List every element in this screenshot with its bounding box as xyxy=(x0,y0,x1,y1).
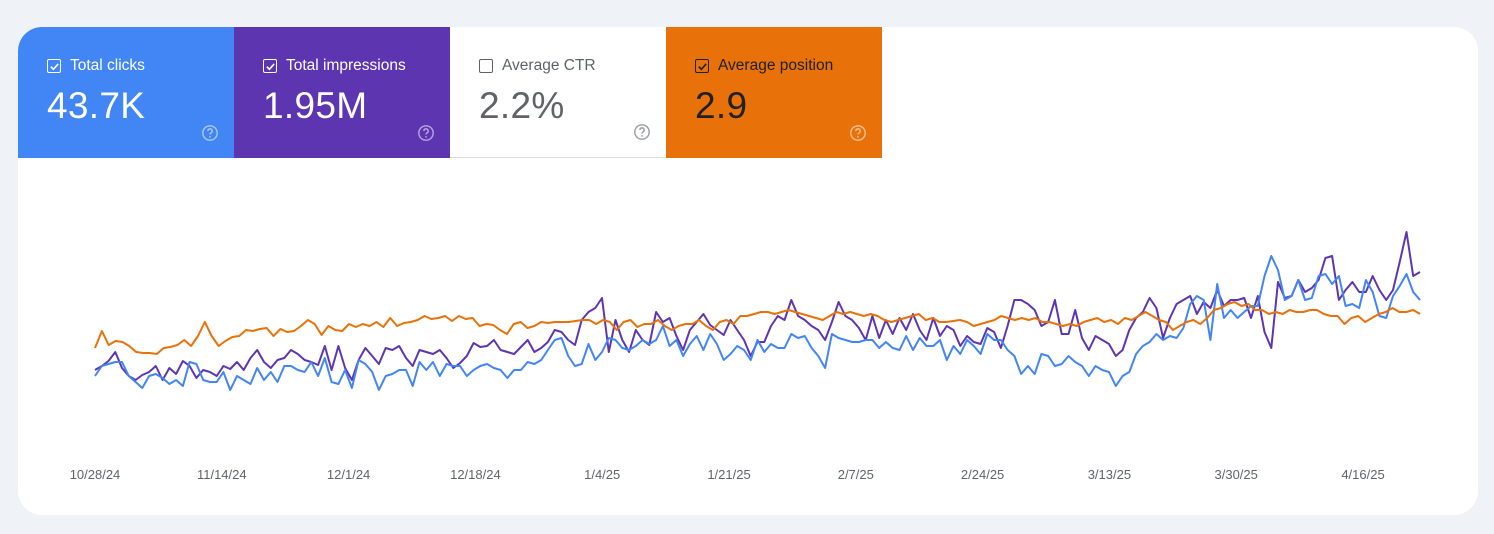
series-line-total-clicks xyxy=(94,255,1421,391)
metric-label-row: Total clicks xyxy=(47,57,145,75)
x-tick-label: 10/28/24 xyxy=(70,467,121,482)
x-tick-label: 11/14/24 xyxy=(197,467,247,482)
checkbox-icon[interactable] xyxy=(695,59,709,73)
metric-value: 2.9 xyxy=(695,85,748,126)
help-icon[interactable] xyxy=(633,123,651,141)
metric-value: 43.7K xyxy=(47,85,146,126)
help-icon[interactable] xyxy=(417,124,435,142)
metric-value: 1.95M xyxy=(263,85,368,126)
checkbox-icon[interactable] xyxy=(263,59,277,73)
performance-card: Total clicks 43.7K Total impressions 1.9… xyxy=(18,27,1478,515)
metric-tab-total-impressions[interactable]: Total impressions 1.95M xyxy=(234,27,450,158)
checkbox-icon[interactable] xyxy=(479,59,493,73)
metric-label: Total impressions xyxy=(286,57,406,74)
metric-value: 2.2% xyxy=(479,85,565,126)
metric-tab-average-ctr[interactable]: Average CTR 2.2% xyxy=(450,27,666,158)
metric-label: Average CTR xyxy=(502,57,596,74)
x-tick-label: 1/21/25 xyxy=(707,467,750,482)
chart-series xyxy=(94,231,1421,391)
x-axis-labels: 10/28/24 11/14/24 12/1/24 12/18/24 1/4/25 1/2… xyxy=(70,467,1385,482)
x-tick-label: 4/16/25 xyxy=(1341,467,1384,482)
checkbox-icon[interactable] xyxy=(47,59,61,73)
x-tick-label: 3/13/25 xyxy=(1088,467,1131,482)
metric-tab-average-position[interactable]: Average position 2.9 xyxy=(666,27,882,158)
x-tick-label: 12/1/24 xyxy=(327,467,370,482)
metric-tabs: Total clicks 43.7K Total impressions 1.9… xyxy=(18,27,882,158)
series-line-average-position xyxy=(94,301,1421,355)
performance-chart[interactable]: 10/28/24 11/14/24 12/1/24 12/18/24 1/4/25 1/2… xyxy=(18,27,1478,515)
help-icon[interactable] xyxy=(849,124,867,142)
help-icon[interactable] xyxy=(201,124,219,142)
x-tick-label: 2/7/25 xyxy=(838,467,874,482)
metric-tab-total-clicks[interactable]: Total clicks 43.7K xyxy=(18,27,234,158)
x-tick-label: 2/24/25 xyxy=(961,467,1004,482)
metric-label-row: Average position xyxy=(695,57,833,75)
metric-label: Average position xyxy=(718,57,834,74)
x-tick-label: 12/18/24 xyxy=(450,467,501,482)
metric-label-row: Total impressions xyxy=(263,57,406,75)
metric-label: Total clicks xyxy=(70,57,145,74)
x-tick-label: 3/30/25 xyxy=(1215,467,1258,482)
x-tick-label: 1/4/25 xyxy=(584,467,620,482)
metric-label-row: Average CTR xyxy=(479,57,596,75)
